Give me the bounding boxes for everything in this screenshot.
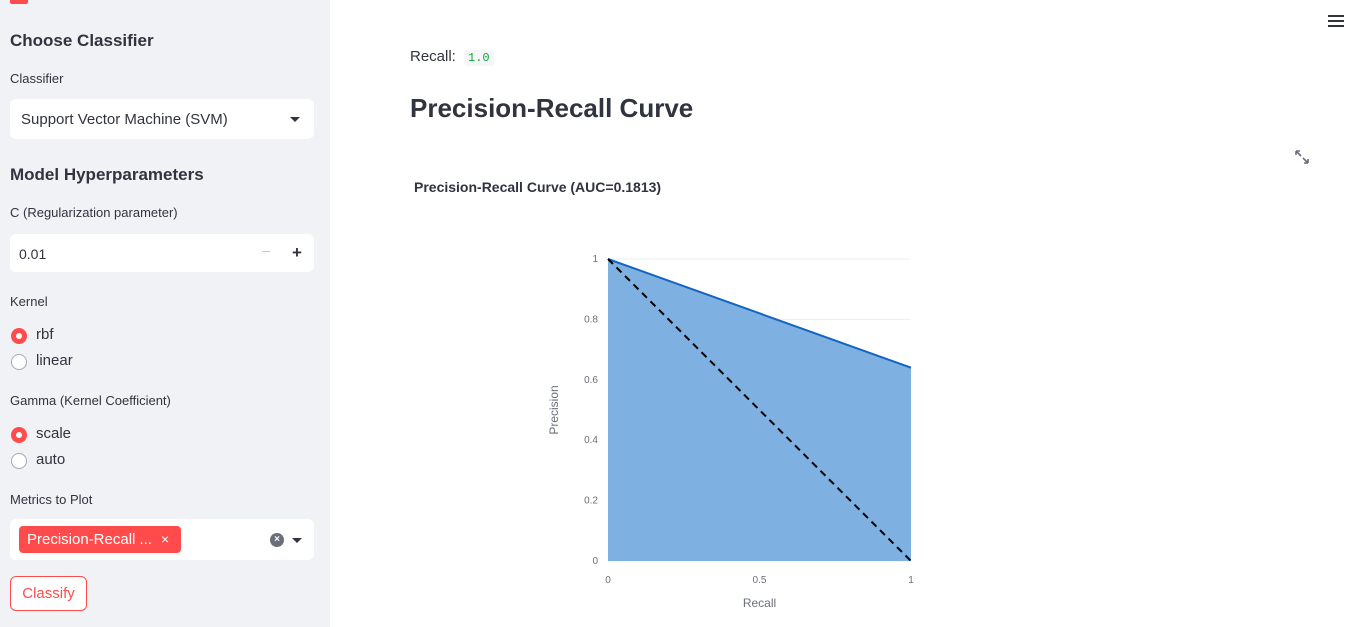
precision-recall-chart: Precision-Recall Curve (AUC=0.1813) 0 0.2… [410, 170, 970, 620]
metrics-multiselect[interactable]: Precision-Recall ... × × [10, 519, 314, 560]
radio-selected-icon[interactable] [11, 328, 27, 344]
kernel-option-linear[interactable]: linear [11, 351, 211, 371]
hamburger-menu-icon[interactable] [1328, 15, 1344, 27]
kernel-option-label: rbf [36, 326, 54, 343]
y-tick-label: 0.6 [584, 375, 598, 386]
gamma-label: Gamma (Kernel Coefficient) [10, 393, 171, 408]
pr-curve-line [607, 258, 912, 369]
metrics-label: Metrics to Plot [10, 492, 93, 507]
metric-tag[interactable]: Precision-Recall ... × [19, 526, 181, 553]
classifier-select[interactable]: Support Vector Machine (SVM) [10, 99, 314, 139]
classify-button[interactable]: Classify [10, 576, 87, 611]
curve-area-fill [608, 259, 911, 561]
x-tick-label: 0 [605, 575, 611, 586]
recall-value: 1.0 [464, 50, 494, 66]
c-parameter-value: 0.01 [19, 246, 47, 262]
radio-unselected-icon[interactable] [11, 453, 27, 469]
chevron-down-icon[interactable] [292, 538, 302, 543]
chevron-down-icon[interactable] [290, 117, 300, 122]
x-tick-label: 0.5 [753, 575, 767, 586]
model-hyperparameters-heading: Model Hyperparameters [10, 165, 204, 184]
gamma-option-label: auto [36, 451, 66, 468]
recall-label: Recall: [410, 48, 456, 65]
recall-metric: Recall: 1.0 [410, 48, 494, 66]
x-axis-label: Recall [743, 596, 776, 610]
metric-tag-label: Precision-Recall ... [27, 531, 153, 548]
sidebar: Choose Classifier Classifier Support Vec… [0, 0, 330, 627]
decrement-button[interactable]: − [261, 244, 271, 261]
classifier-label: Classifier [10, 71, 64, 86]
c-parameter-input[interactable]: 0.01 − + [10, 234, 314, 272]
kernel-option-label: linear [36, 352, 73, 369]
x-tick-label: 1 [908, 575, 914, 586]
radio-selected-icon[interactable] [11, 427, 27, 443]
classifier-select-value: Support Vector Machine (SVM) [21, 111, 228, 128]
y-tick-label: 0.4 [584, 435, 598, 446]
y-tick-label: 1 [592, 254, 598, 265]
gamma-option-auto[interactable]: auto [11, 450, 211, 470]
gamma-option-scale[interactable]: scale [11, 424, 211, 444]
kernel-label: Kernel [10, 294, 48, 309]
radio-unselected-icon[interactable] [11, 354, 27, 370]
chart-title: Precision-Recall Curve (AUC=0.1813) [414, 179, 662, 195]
y-axis-label: Precision [547, 385, 561, 434]
y-tick-label: 0.2 [584, 496, 598, 507]
increment-button[interactable]: + [292, 243, 302, 262]
y-tick-label: 0.8 [584, 314, 598, 325]
y-tick-label: 0 [592, 556, 598, 567]
fullscreen-icon[interactable] [1294, 149, 1310, 165]
kernel-option-rbf[interactable]: rbf [11, 325, 211, 345]
chart-svg: 0 0.2 0.4 0.6 0.8 1 0 0.5 1 Recall Precision [547, 254, 914, 610]
sidebar-logo [10, 0, 28, 4]
choose-classifier-heading: Choose Classifier [10, 31, 154, 50]
c-parameter-label: C (Regularization parameter) [10, 205, 178, 220]
clear-all-icon[interactable]: × [270, 533, 284, 547]
section-title: Precision-Recall Curve [410, 93, 694, 123]
tag-close-icon[interactable]: × [161, 531, 170, 547]
gamma-option-label: scale [36, 425, 72, 442]
